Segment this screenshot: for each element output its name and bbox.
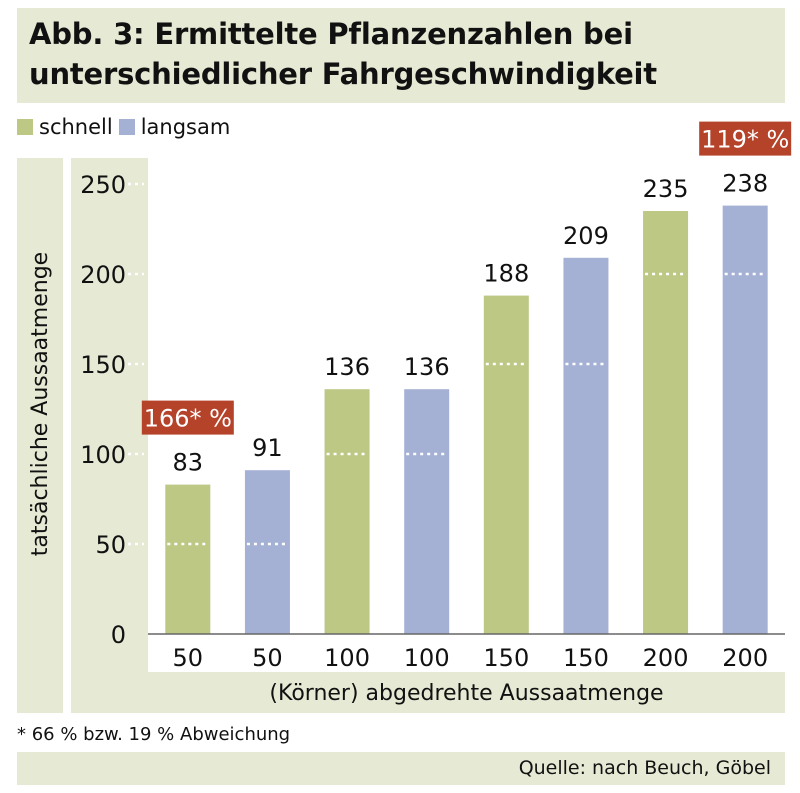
data-label: 91: [252, 434, 283, 462]
bar: [563, 257, 609, 634]
source-box: Quelle: nach Beuch, Göbel: [17, 752, 785, 785]
bar: [324, 389, 370, 634]
axis-divider: [63, 158, 71, 713]
x-tick-band: [148, 634, 785, 672]
plot-area: [148, 158, 785, 634]
y-tick-label: 150: [80, 351, 126, 379]
bar: [165, 484, 211, 634]
y-tick-label: 100: [80, 441, 126, 469]
footnote: * 66 % bzw. 19 % Abweichung: [17, 724, 291, 745]
y-axis-title: tatsächliche Aussaatmenge: [28, 252, 53, 556]
x-tick-label: 100: [404, 644, 450, 672]
x-tick-label: 200: [643, 644, 689, 672]
annotation-label: 166* %: [144, 405, 232, 433]
y-tick-label: 200: [80, 261, 126, 289]
bar: [404, 389, 450, 634]
legend-item-langsam: langsam: [118, 115, 231, 139]
x-tick-label: 50: [252, 644, 283, 672]
data-label: 235: [643, 175, 689, 203]
x-tick-label: 50: [173, 644, 204, 672]
annotation-box: [699, 121, 792, 156]
data-label: 209: [563, 222, 609, 250]
y-tick-label: 0: [111, 621, 126, 649]
data-label: 238: [722, 170, 768, 198]
x-axis-title: (Körner) abgedrehte Aussaatmenge: [269, 681, 663, 706]
title-box: Abb. 3: Ermittelte Pflanzenzahlen bei unt…: [17, 8, 785, 103]
legend-item-schnell: schnell: [17, 115, 113, 139]
legend-label-langsam: langsam: [140, 115, 231, 139]
y-tick-label: 50: [95, 531, 126, 559]
bar: [643, 211, 689, 634]
bar: [483, 295, 529, 634]
legend-label-schnell: schnell: [39, 115, 113, 139]
data-label: 188: [483, 260, 529, 288]
legend-swatch-langsam: [118, 119, 135, 135]
x-tick-label: 100: [324, 644, 370, 672]
source-text: Quelle: nach Beuch, Göbel: [518, 757, 771, 779]
bar: [244, 470, 290, 634]
chart-title: Abb. 3: Ermittelte Pflanzenzahlen bei unt…: [29, 17, 657, 91]
data-label: 83: [173, 449, 204, 477]
annotation-label: 119* %: [701, 126, 789, 154]
x-tick-label: 200: [722, 644, 768, 672]
legend: schnell langsam: [17, 114, 236, 140]
x-tick-label: 150: [563, 644, 609, 672]
y-tick-label: 250: [80, 171, 126, 199]
x-tick-label: 150: [483, 644, 529, 672]
data-label: 136: [404, 353, 450, 381]
data-label: 136: [324, 353, 370, 381]
legend-swatch-schnell: [17, 119, 33, 135]
bar: [722, 205, 768, 634]
annotation-box: [141, 400, 234, 435]
